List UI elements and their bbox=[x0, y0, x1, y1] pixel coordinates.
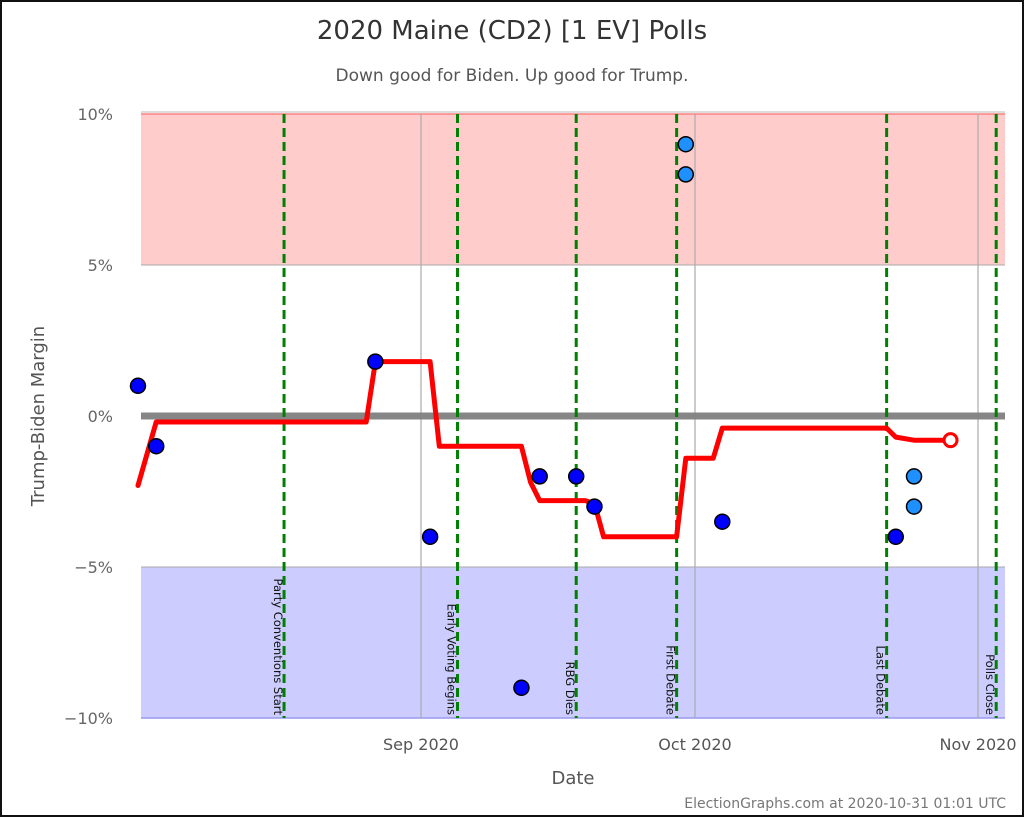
y-axis-label: Trump-Biden Margin bbox=[28, 326, 49, 507]
x-tick-label: Oct 2020 bbox=[658, 735, 731, 754]
chart-subtitle: Down good for Biden. Up good for Trump. bbox=[335, 66, 689, 86]
poll-point bbox=[887, 528, 905, 546]
trend-endpoint bbox=[942, 432, 959, 449]
trend-line bbox=[135, 359, 953, 540]
credit-text: ElectionGraphs.com at 2020-10-31 01:01 U… bbox=[684, 796, 1006, 812]
poll-point bbox=[129, 377, 147, 395]
y-axis: 10% 5% 0% −5% −10% bbox=[64, 105, 113, 728]
event-label: Last Debate bbox=[874, 646, 888, 715]
poll-point bbox=[367, 353, 384, 370]
poll-point bbox=[531, 468, 548, 485]
y-tick-label: −5% bbox=[74, 558, 113, 577]
poll-points bbox=[129, 135, 923, 697]
x-axis: Sep 2020 Oct 2020 Nov 2020 bbox=[383, 735, 1017, 754]
poll-point bbox=[147, 437, 165, 455]
event-label: RBG Dies bbox=[563, 662, 577, 715]
poll-point bbox=[714, 513, 731, 530]
poll-point bbox=[677, 135, 695, 153]
poll-average-line bbox=[135, 359, 959, 540]
poll-point bbox=[513, 679, 530, 697]
event-lines: Party Conventions Start Early Voting Begi… bbox=[271, 114, 998, 718]
x-tick-label: Sep 2020 bbox=[383, 735, 459, 754]
poll-point bbox=[905, 498, 923, 515]
poll-point bbox=[677, 166, 695, 183]
event-label: Party Conventions Start bbox=[271, 579, 285, 716]
event-label: First Debate bbox=[664, 645, 678, 715]
band-trump bbox=[141, 114, 1005, 265]
poll-point bbox=[905, 468, 923, 485]
event-label: Early Voting Begins bbox=[445, 604, 459, 715]
y-tick-label: −10% bbox=[64, 709, 113, 728]
event-label: Polls Close bbox=[983, 654, 997, 715]
y-tick-label: 10% bbox=[77, 105, 113, 124]
chart-title: 2020 Maine (CD2) [1 EV] Polls bbox=[316, 16, 708, 46]
x-tick-label: Nov 2020 bbox=[939, 735, 1016, 754]
y-tick-label: 5% bbox=[88, 256, 113, 275]
y-tick-label: 0% bbox=[88, 407, 113, 426]
poll-point bbox=[567, 468, 585, 485]
poll-point bbox=[586, 498, 603, 515]
x-axis-label: Date bbox=[551, 768, 594, 789]
poll-point bbox=[421, 528, 439, 546]
